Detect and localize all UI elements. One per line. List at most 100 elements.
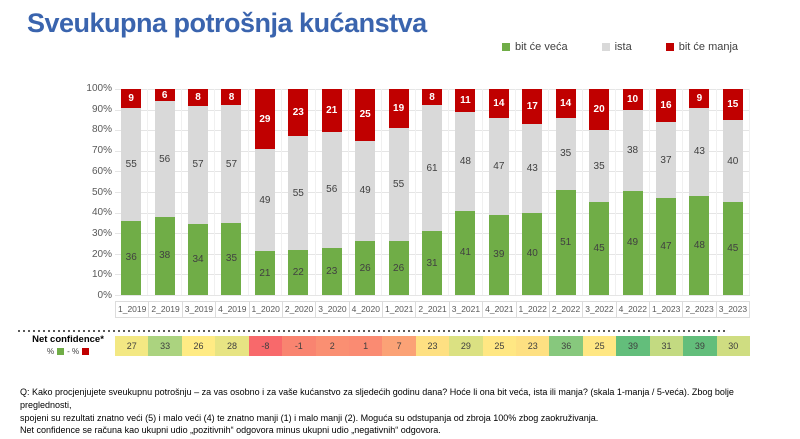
bar-segment-value: 37	[660, 154, 672, 166]
bar-segment: 8	[422, 89, 442, 106]
bar-segment-value: 55	[292, 187, 304, 199]
bar-segment-value: 45	[727, 243, 739, 255]
bar-segment-value: 31	[426, 257, 438, 269]
bar-stack: 20 35 45	[589, 89, 610, 295]
bar-segment-value: 47	[493, 160, 505, 172]
legend-label: bit će veća	[515, 41, 568, 53]
bar-segment: 17	[522, 89, 543, 125]
net-confidence-cell: 39	[616, 336, 650, 356]
bar-segment-value: 10	[626, 94, 639, 106]
bar-segment-value: 38	[626, 145, 639, 157]
bar-segment-value: 40	[526, 248, 538, 260]
bar-column: 8 57 34	[182, 89, 216, 295]
bar-segment: 8	[221, 89, 242, 106]
bar-segment-value: 55	[393, 179, 405, 191]
bar-segment-value: 20	[593, 104, 605, 116]
x-axis: 1_2019 2_2019 3_2019 4_2019 1_2020 2_2020 3_20…	[115, 301, 751, 318]
bar-segment-value: 11	[460, 94, 471, 106]
bar-segment: 23	[321, 247, 342, 295]
bar-segment: 55	[121, 107, 142, 221]
bar-stack: 14 35 51	[555, 89, 576, 295]
bar-segment-value: 9	[128, 92, 134, 104]
net-confidence-cell: 25	[482, 336, 517, 356]
x-axis-label: 2_2019	[148, 301, 183, 318]
bar-segment-value: 21	[326, 105, 338, 117]
bar-segment: 14	[488, 89, 509, 118]
y-tick-label: 20%	[91, 248, 112, 260]
x-axis-label: 1_2023	[649, 301, 684, 318]
bar-segment-value: 38	[159, 250, 171, 262]
bar-segment: 16	[655, 89, 676, 122]
bar-stack: 19 55 26	[388, 89, 409, 295]
bar-segment-value: 51	[560, 236, 572, 248]
bar-segment: 35	[221, 222, 242, 295]
net-confidence-cell: -1	[282, 336, 316, 356]
bar-segment-value: 56	[326, 184, 338, 196]
x-axis-label: 1_2019	[115, 301, 150, 318]
bar-segment-value: 15	[727, 98, 739, 110]
legend-item: bit će veća	[502, 41, 568, 53]
bar-segment: 26	[355, 241, 376, 295]
bar-stack: 9 55 36	[121, 89, 142, 295]
bar-segment-value: 8	[195, 91, 201, 103]
bar-segment: 45	[589, 202, 610, 295]
bar-stack: 15 40 45	[722, 89, 743, 295]
bar-stack: 11 48 41	[455, 89, 476, 295]
bar-segment: 35	[555, 117, 576, 190]
x-axis-label: 4_2022	[615, 301, 650, 318]
bar-column: 17 43 40	[516, 89, 550, 295]
bar-segment: 49	[254, 149, 275, 252]
net-formula-pct-negative: - %	[67, 347, 80, 356]
red-square-icon	[82, 348, 90, 355]
bar-segment-value: 22	[292, 266, 304, 278]
bar-segment: 43	[689, 107, 710, 197]
legend-item: bit će manja	[665, 41, 738, 53]
gridline	[115, 295, 750, 296]
net-formula-pct-positive: %	[46, 347, 55, 356]
bar-column: 23 55 22	[282, 89, 316, 295]
bar-segment-value: 61	[426, 162, 438, 174]
page-title: Sveukupna potrošnja kućanstva	[27, 8, 427, 38]
y-tick-label: 90%	[91, 103, 112, 115]
bar-segment: 55	[388, 128, 409, 242]
bar-segment: 47	[488, 117, 509, 215]
bar-segment-value: 16	[660, 99, 672, 111]
net-confidence-cell: 26	[181, 336, 216, 356]
bar-column: 11 48 41	[449, 89, 483, 295]
bar-segment-value: 57	[225, 158, 238, 170]
bar-segment-value: 49	[259, 194, 271, 206]
bar-segment: 49	[622, 190, 643, 295]
x-axis-label: 3_2022	[582, 301, 617, 318]
bar-segment: 23	[288, 89, 309, 137]
y-tick-label: 70%	[91, 145, 112, 157]
net-confidence-formula: % - %	[28, 347, 108, 356]
bar-segment: 57	[188, 105, 209, 225]
bar-segment: 38	[622, 110, 643, 191]
bar-segment: 22	[288, 249, 309, 295]
net-confidence-row: 27 33 26 28 -8 -1 2 1 7 23 29 25 23 36 25 39 31 39 30	[115, 336, 751, 356]
bar-segment-value: 49	[359, 185, 371, 197]
bar-stack: 21 56 23	[321, 89, 342, 295]
dotted-separator	[18, 330, 725, 332]
legend-label: ista	[614, 41, 632, 53]
bar-segment-value: 36	[125, 252, 137, 264]
bar-segment: 56	[154, 101, 175, 217]
bar-segment-value: 49	[626, 237, 639, 249]
bar-segment: 36	[121, 220, 142, 295]
bar-segment-value: 48	[459, 155, 471, 167]
net-confidence-cell: 39	[683, 336, 717, 356]
bar-segment: 49	[355, 140, 376, 242]
bar-segment: 41	[455, 210, 476, 295]
x-axis-label: 3_2020	[315, 301, 350, 318]
net-confidence-cell: 25	[582, 336, 617, 356]
bar-segment: 10	[622, 89, 643, 111]
x-axis-label: 1_2020	[248, 301, 283, 318]
bar-segment-value: 35	[593, 160, 605, 172]
bar-column: 29 49 21	[249, 89, 283, 295]
y-tick-label: 10%	[91, 269, 112, 281]
bar-segment: 9	[689, 89, 710, 108]
bar-column: 21 56 23	[316, 89, 349, 295]
bar-segment: 15	[722, 89, 743, 120]
bar-segment: 47	[655, 198, 676, 295]
